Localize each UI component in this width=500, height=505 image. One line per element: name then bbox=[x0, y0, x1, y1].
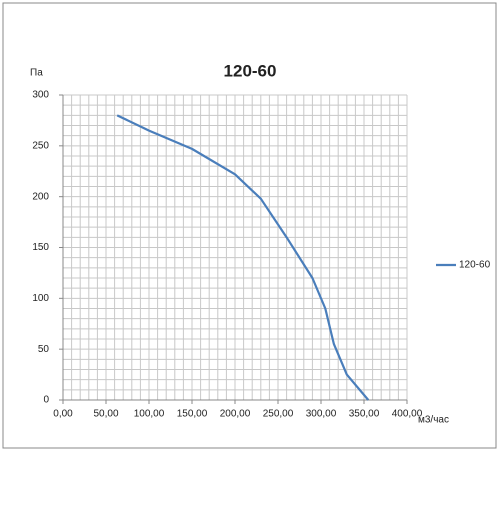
x-tick-label: 100,00 bbox=[134, 409, 165, 420]
x-tick-label: 0,00 bbox=[53, 409, 73, 420]
y-tick-label: 150 bbox=[32, 242, 49, 253]
y-tick-label: 0 bbox=[43, 395, 49, 406]
chart-border bbox=[2, 2, 497, 449]
x-tick-label: 150,00 bbox=[177, 409, 208, 420]
x-axis-label: м3/час bbox=[418, 415, 449, 426]
x-tick-label: 200,00 bbox=[220, 409, 251, 420]
x-tick-label: 300,00 bbox=[306, 409, 337, 420]
y-tick-label: 200 bbox=[32, 191, 49, 202]
legend-label: 120-60 bbox=[459, 260, 491, 271]
y-tick-label: 250 bbox=[32, 140, 49, 151]
line-series bbox=[116, 114, 370, 401]
x-tick-label: 350,00 bbox=[349, 409, 380, 420]
x-tick-label: 50,00 bbox=[93, 409, 118, 420]
y-tick-label: 50 bbox=[38, 344, 50, 355]
y-axis-label: Па bbox=[30, 68, 43, 79]
y-tick-label: 300 bbox=[32, 90, 49, 101]
x-tick-label: 250,00 bbox=[263, 409, 294, 420]
x-tick-label: 400,00 bbox=[392, 409, 423, 420]
chart-title: 120-60 bbox=[224, 61, 277, 80]
y-tick-label: 100 bbox=[32, 293, 49, 304]
